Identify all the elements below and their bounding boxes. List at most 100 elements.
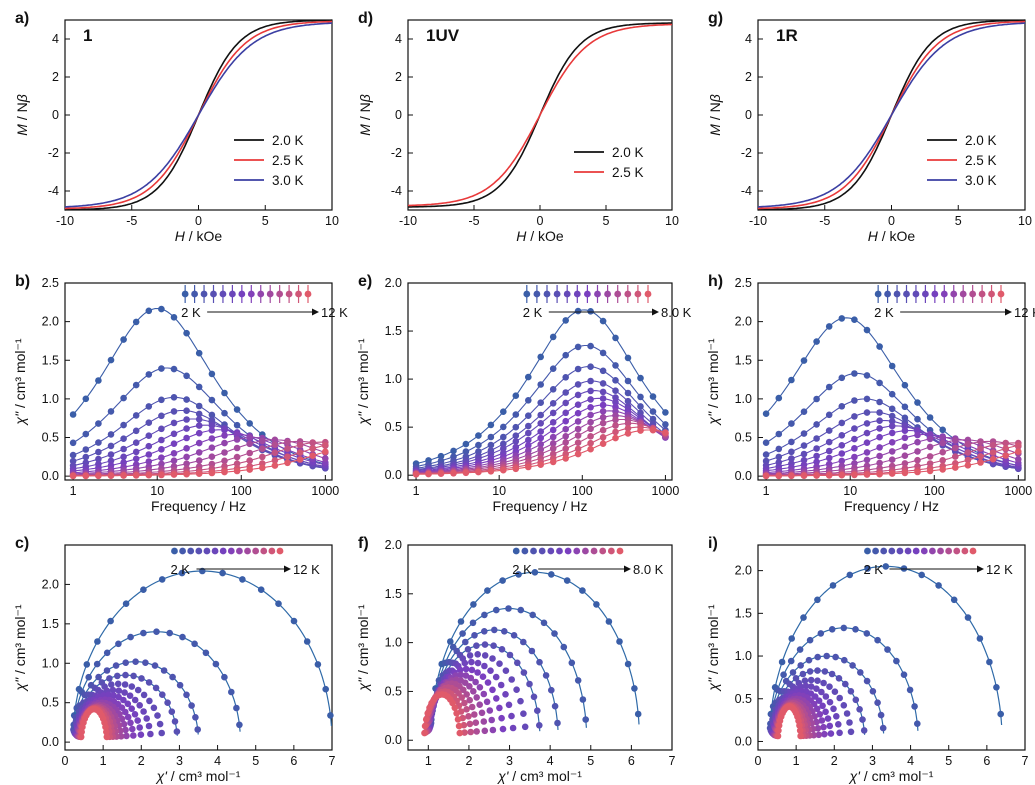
data-point	[322, 685, 330, 693]
data-point	[869, 688, 877, 695]
data-point	[450, 447, 457, 455]
x-tick-label: 7	[669, 754, 676, 768]
fit-line	[769, 627, 919, 731]
data-point	[221, 409, 228, 417]
data-point	[120, 720, 128, 728]
data-point	[170, 408, 178, 415]
data-point	[130, 732, 137, 739]
data-point	[107, 617, 114, 625]
legend-swatch-dot	[874, 290, 882, 298]
data-point	[964, 449, 972, 456]
data-point	[309, 445, 317, 452]
data-point	[851, 425, 858, 432]
data-point	[468, 703, 476, 711]
data-point	[233, 704, 240, 712]
data-point	[271, 436, 279, 444]
data-point	[901, 469, 909, 477]
data-point	[508, 712, 515, 720]
data-point	[876, 398, 883, 406]
data-point	[624, 420, 632, 427]
data-point	[562, 399, 569, 407]
data-point	[107, 431, 115, 438]
data-point	[813, 395, 820, 403]
data-point	[851, 397, 858, 404]
data-point	[259, 453, 266, 461]
legend-swatch-dot	[512, 547, 520, 555]
data-point	[814, 677, 821, 684]
legend-swatch-dot	[884, 290, 891, 298]
data-point	[863, 630, 871, 637]
data-point	[562, 439, 569, 446]
data-point	[502, 667, 510, 674]
x-axis-label: H / kOe	[175, 228, 223, 244]
legend-swatch-dot	[179, 547, 186, 555]
data-point	[112, 662, 120, 669]
data-point	[160, 667, 168, 674]
data-point	[876, 417, 883, 425]
data-point	[537, 399, 544, 407]
data-point	[145, 419, 153, 427]
data-point	[484, 679, 492, 686]
data-point	[422, 716, 430, 723]
data-point	[132, 427, 140, 435]
panel-label: a)	[15, 10, 29, 27]
legend-swatch-dot	[211, 547, 219, 555]
data-point	[554, 719, 561, 727]
data-point	[473, 694, 481, 701]
data-point	[453, 710, 460, 717]
data-point	[461, 699, 468, 707]
data-point	[964, 440, 972, 448]
data-point	[103, 649, 111, 657]
sample-label: 1	[83, 26, 92, 45]
data-point	[458, 694, 466, 701]
x-tick-label: -5	[819, 214, 830, 228]
x-tick-label: 1	[425, 754, 432, 768]
legend-swatch-dot	[997, 290, 1005, 298]
data-point	[599, 367, 607, 375]
data-point	[587, 411, 594, 419]
y-tick-label: 1.5	[385, 324, 402, 338]
data-point	[145, 371, 153, 378]
data-point	[457, 618, 465, 625]
data-point	[649, 408, 657, 415]
y-axis-label: M / Nβ	[357, 94, 373, 135]
data-point	[158, 460, 165, 468]
data-point	[462, 469, 470, 477]
data-point	[822, 708, 829, 716]
series-line	[64, 22, 333, 208]
legend-swatch-dot	[931, 290, 939, 298]
data-point	[309, 439, 317, 446]
data-point	[468, 658, 475, 666]
data-point	[476, 684, 484, 691]
data-point	[466, 652, 474, 659]
data-point	[296, 456, 304, 463]
data-point	[549, 400, 557, 407]
legend-swatch-dot	[229, 290, 236, 298]
data-point	[156, 720, 164, 728]
legend-end-label: 12 K	[1014, 305, 1035, 320]
data-point	[132, 381, 140, 389]
data-point	[864, 565, 871, 572]
data-point	[534, 707, 541, 714]
data-point	[520, 669, 528, 676]
data-point	[537, 381, 544, 388]
data-point	[168, 708, 176, 715]
data-point	[465, 713, 472, 720]
x-tick-label: 5	[252, 754, 259, 768]
y-axis-label: χ" / cm³ mol⁻¹	[355, 604, 371, 692]
data-point	[208, 411, 216, 419]
data-point	[69, 451, 77, 459]
data-point	[796, 646, 804, 653]
data-point	[493, 606, 500, 614]
y-tick-label: -4	[391, 184, 402, 198]
x-tick-label: 6	[290, 754, 297, 768]
y-tick-label: 0.5	[735, 431, 752, 445]
data-point	[823, 652, 830, 660]
x-tick-label: 1	[413, 484, 420, 498]
data-point	[952, 437, 959, 444]
data-point	[457, 671, 465, 679]
data-point	[451, 704, 459, 712]
data-point	[775, 727, 782, 734]
data-point	[154, 712, 161, 719]
data-point	[859, 716, 866, 723]
